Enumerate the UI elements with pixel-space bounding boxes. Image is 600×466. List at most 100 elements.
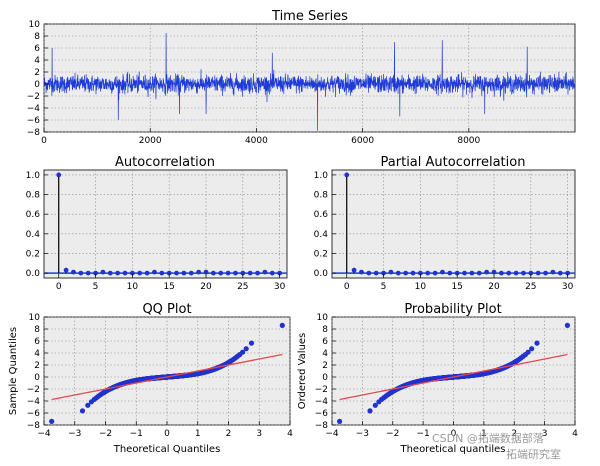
stem-point (543, 270, 548, 276)
y-tick-label: 0.2 (26, 249, 40, 259)
stem-point (381, 270, 386, 276)
probplot-grid (331, 316, 576, 426)
x-tick-label: −2 (386, 429, 399, 439)
stem-point (255, 270, 260, 276)
y-tick-label: 0 (322, 373, 328, 383)
qq-point (248, 340, 255, 346)
x-tick-label: 15 (163, 282, 174, 292)
stem-point (240, 270, 246, 276)
qq-point (372, 402, 378, 408)
y-tick-label: −4 (27, 104, 41, 114)
stem-point (351, 267, 357, 273)
y-tick-label: 0 (34, 373, 40, 383)
stem-point (440, 269, 445, 275)
acf-panel: 0 5 10 15 20 25 30 0.0 0.2 0.4 0.6 0.8 1.0 Autocorre… (26, 155, 288, 292)
stem-point (269, 270, 275, 276)
y-tick-label: −6 (27, 409, 41, 419)
stem-point (225, 270, 231, 276)
watermark-line1: CSDN @拓端数据部落 (432, 431, 544, 445)
x-tick-label: −1 (130, 429, 143, 439)
stem-point (233, 270, 238, 276)
y-tick-label: 4 (322, 349, 328, 359)
x-tick-label: 2 (226, 429, 232, 439)
x-tick-label: −4 (37, 429, 51, 439)
y-tick-label: −6 (27, 116, 41, 126)
x-tick-label: 20 (488, 282, 500, 292)
stem-point (56, 172, 62, 178)
y-tick-label: −2 (27, 92, 40, 102)
stem-point (425, 270, 431, 276)
stem-point (476, 270, 482, 276)
stem-point (262, 269, 268, 275)
x-tick-label: 0 (164, 429, 170, 439)
qq-point (534, 340, 540, 346)
stem-point (100, 269, 106, 275)
pacf-ticks: 0 5 10 15 20 25 30 0.0 0.2 0.4 0.6 0.8 1.0 (314, 171, 574, 292)
y-tick-label: 10 (317, 313, 329, 323)
time-series-line (44, 32, 575, 131)
x-tick-label: −3 (68, 429, 81, 439)
qq-point (564, 322, 571, 328)
x-tick-label: 4 (572, 429, 578, 439)
y-tick-label: 0.0 (26, 269, 41, 279)
qq-marks (49, 322, 285, 424)
qq-ticks: −4 −3 −2 −1 0 1 2 3 4 −8 −6 −4 −2 0 2 4 6 8 10 (27, 313, 293, 439)
qq-point (529, 346, 535, 352)
qq-point (240, 349, 246, 355)
x-tick-label: 25 (525, 282, 536, 292)
y-tick-label: 0.0 (314, 269, 329, 279)
y-tick-label: 0.8 (314, 191, 329, 201)
pacf-axes (331, 169, 576, 279)
stem-point (210, 270, 216, 276)
pacf-marks (332, 172, 575, 276)
stem-point (491, 269, 497, 275)
qq-point (367, 408, 373, 414)
y-tick-label: 6 (322, 337, 328, 347)
x-tick-label: 0 (451, 429, 457, 439)
stem-point (63, 267, 69, 273)
y-tick-label: 4 (34, 349, 40, 359)
x-tick-label: 3 (542, 429, 548, 439)
y-tick-label: −8 (315, 421, 329, 431)
y-tick-label: 8 (322, 325, 328, 335)
stem-point (137, 270, 143, 276)
y-tick-label: −4 (315, 397, 329, 407)
probplot-xlabel: Theoretical quantiles (399, 444, 505, 455)
y-tick-label: 0.6 (314, 210, 329, 220)
y-tick-label: 8 (34, 325, 40, 335)
y-tick-label: −8 (27, 128, 41, 138)
y-tick-label: −8 (27, 421, 41, 431)
y-tick-label: 2 (34, 361, 40, 371)
probplot-panel: −4 −3 −2 −1 0 1 2 3 4 −8 −6 −4 −2 0 2 4 6 8 10 Probability… (297, 302, 578, 455)
x-tick-label: 5 (381, 282, 387, 292)
stem-point (71, 269, 76, 275)
y-tick-label: 0.4 (26, 230, 41, 240)
stem-point (159, 270, 165, 276)
y-tick-label: 4 (34, 56, 40, 66)
stem-point (107, 270, 113, 276)
probplot-title: Probability Plot (404, 302, 501, 317)
y-tick-label: 6 (34, 44, 40, 54)
stem-point (557, 270, 563, 276)
stem-point (152, 269, 157, 275)
stem-point (528, 270, 534, 276)
x-tick-label: 0 (344, 282, 350, 292)
x-tick-label: 1 (195, 429, 201, 439)
y-tick-label: −2 (27, 385, 40, 395)
stem-point (188, 270, 194, 276)
acf-grid (44, 170, 287, 278)
y-tick-label: 1.0 (26, 171, 41, 181)
qq-panel: −4 −3 −2 −1 0 1 2 3 4 −8 −6 −4 −2 0 2 4 6 8 10 QQ Plot The… (8, 302, 293, 455)
y-tick-label: 0.6 (26, 210, 41, 220)
qq-reference-line (51, 353, 283, 401)
time-series-title: Time Series (271, 9, 348, 24)
stem-point (410, 270, 416, 276)
stem-point (122, 270, 128, 276)
x-tick-label: 8000 (457, 136, 480, 146)
stem-point (129, 270, 135, 276)
x-tick-label: 0 (56, 282, 62, 292)
x-tick-label: 4000 (245, 136, 268, 146)
qq-point (243, 346, 249, 352)
stem-point (506, 270, 512, 276)
qq-point (525, 349, 531, 355)
